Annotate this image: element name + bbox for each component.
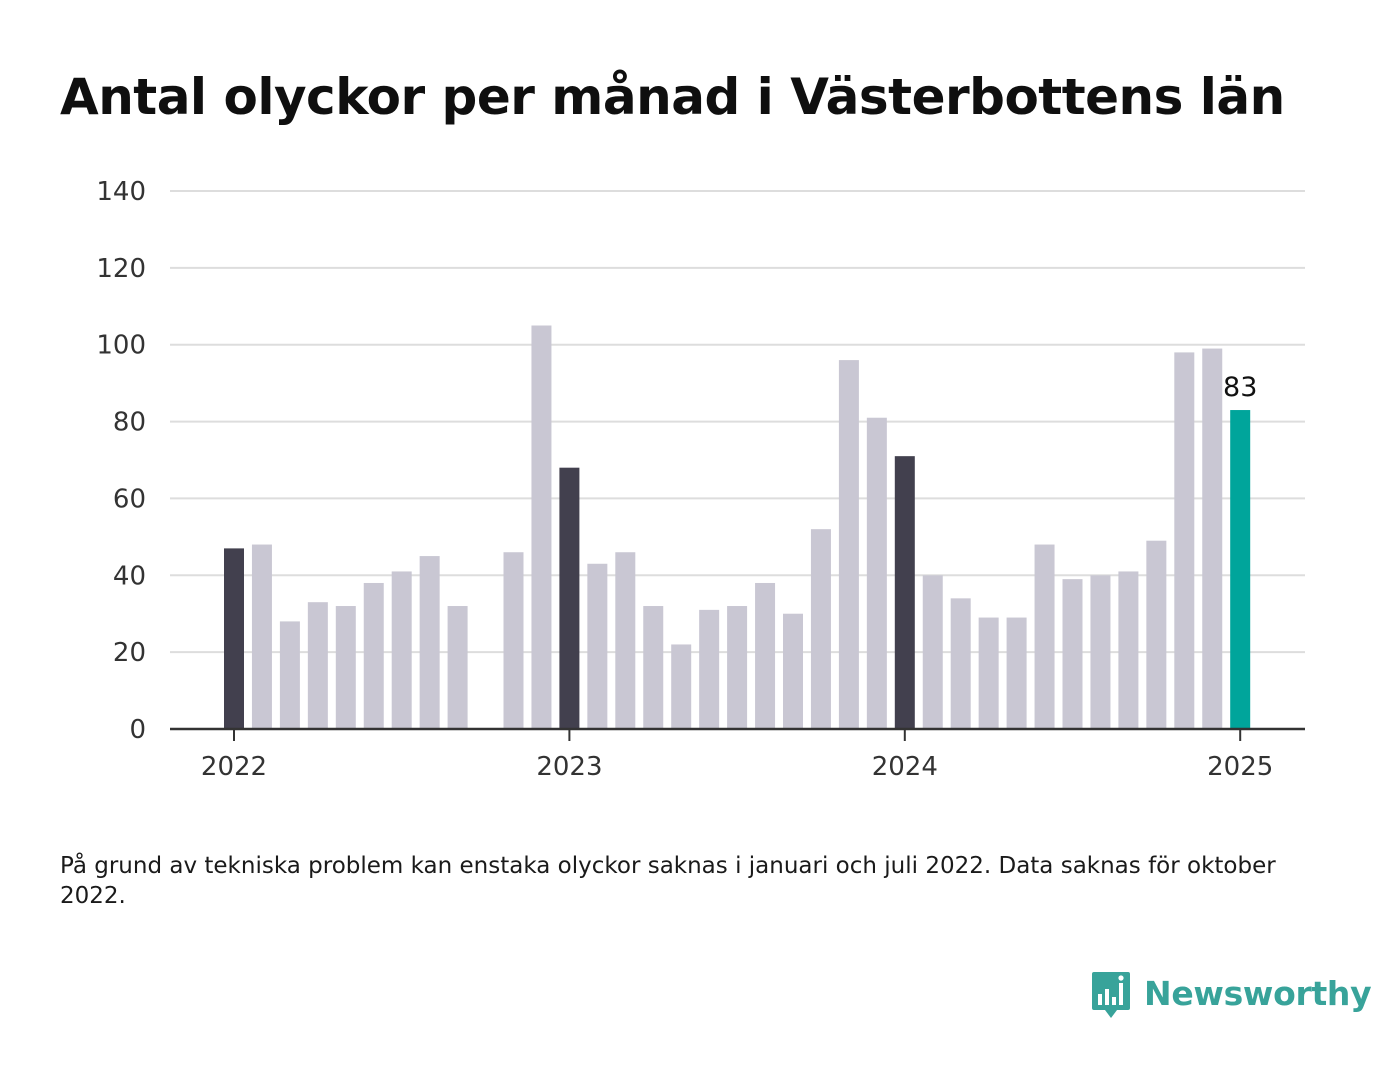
bar [363, 582, 384, 729]
bar [727, 606, 748, 729]
bar [1062, 579, 1083, 729]
bar [1146, 540, 1167, 729]
y-tick-label: 60 [113, 484, 146, 514]
y-tick-label: 20 [113, 638, 146, 668]
x-tick-label: 2023 [536, 752, 602, 782]
bar [1174, 352, 1195, 729]
data-label: 83 [1223, 372, 1257, 403]
x-tick-label: 2022 [201, 752, 267, 782]
bar [671, 644, 692, 729]
bar [1202, 348, 1223, 729]
x-tick-label: 2025 [1207, 752, 1273, 782]
y-tick-label: 40 [113, 561, 146, 591]
y-axis-ticks: 0 20 40 60 80 100 120 140 [96, 177, 146, 745]
bar [391, 571, 412, 729]
brand-logo[interactable]: Newsworthy [1090, 970, 1372, 1022]
bar [615, 552, 636, 729]
bar-latest [1230, 410, 1251, 729]
bar [419, 556, 440, 729]
bar [1118, 571, 1139, 729]
bar [866, 417, 887, 729]
bar [1090, 575, 1111, 729]
bar [755, 582, 776, 729]
bar-january [224, 548, 244, 729]
bar [783, 613, 803, 729]
bar [838, 360, 859, 729]
bar [950, 598, 971, 729]
bar [922, 575, 943, 729]
brand-name: Newsworthy [1144, 973, 1372, 1013]
bar [1034, 544, 1055, 729]
bar-january [559, 467, 580, 729]
bar [699, 609, 720, 729]
bar [447, 606, 468, 729]
bar-january [894, 456, 915, 729]
x-tick-label: 2024 [872, 752, 938, 782]
bar [251, 544, 272, 729]
y-tick-label: 140 [96, 177, 146, 207]
chart-title: Antal olyckor per månad i Västerbottens … [60, 68, 1285, 126]
y-tick-label: 120 [96, 254, 146, 284]
y-tick-label: 0 [129, 715, 146, 745]
footnote: På grund av tekniska problem kan enstaka… [60, 853, 1276, 909]
y-tick-label: 100 [96, 331, 146, 361]
grid-lines [170, 190, 1305, 654]
bar [810, 529, 831, 729]
x-axis-ticks: 2022 2023 2024 2025 [201, 729, 1273, 782]
bars [224, 325, 1251, 729]
bar [279, 621, 300, 729]
bar [587, 563, 608, 729]
bar [335, 606, 356, 729]
bar [531, 325, 552, 729]
bar [307, 602, 328, 729]
bar [1006, 617, 1027, 729]
bar [503, 552, 524, 729]
data-labels: 83 [1223, 372, 1257, 403]
y-tick-label: 80 [113, 408, 146, 438]
newsworthy-chart-icon [1092, 972, 1130, 1018]
bar [978, 617, 999, 729]
bar [643, 606, 664, 729]
